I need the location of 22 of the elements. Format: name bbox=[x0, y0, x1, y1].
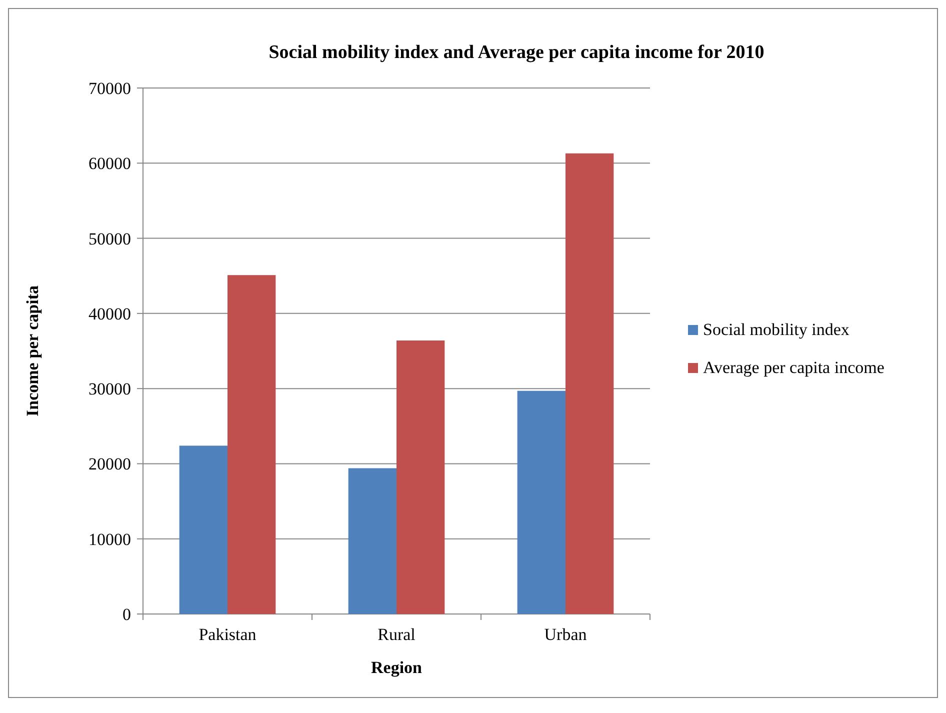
y-tick-label: 40000 bbox=[88, 304, 131, 324]
chart-title: Social mobility index and Average per capita income for 2010 bbox=[268, 42, 764, 63]
y-tick-label: 60000 bbox=[88, 154, 131, 174]
bar bbox=[517, 390, 566, 614]
x-tick-label: Pakistan bbox=[198, 625, 257, 644]
legend-label: Social mobility index bbox=[703, 320, 850, 339]
bar bbox=[566, 153, 614, 614]
y-tick-label: 70000 bbox=[88, 79, 131, 98]
bar bbox=[396, 340, 445, 614]
x-tick-label: Urban bbox=[544, 625, 588, 644]
x-axis-title: Region bbox=[371, 658, 423, 677]
y-tick-label: 50000 bbox=[88, 229, 131, 248]
bar bbox=[228, 275, 276, 614]
y-tick-label: 0 bbox=[122, 605, 131, 624]
bar bbox=[348, 468, 396, 614]
y-axis-title: Income per capita bbox=[23, 285, 42, 416]
y-tick-label: 10000 bbox=[88, 530, 131, 549]
x-tick-label: Rural bbox=[378, 625, 416, 644]
y-tick-label: 20000 bbox=[88, 454, 131, 474]
y-tick-label: 30000 bbox=[88, 380, 131, 399]
legend-label: Average per capita income bbox=[703, 358, 884, 377]
bar bbox=[179, 446, 228, 614]
